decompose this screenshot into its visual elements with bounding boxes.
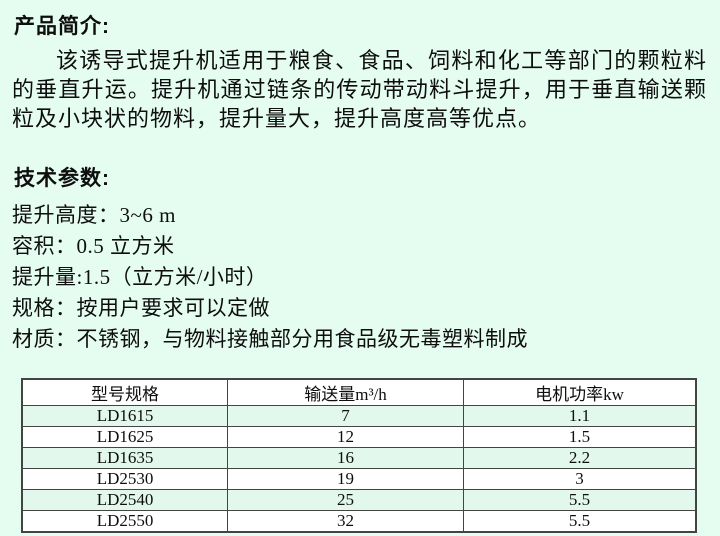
- cell-power: 5.5: [462, 489, 697, 511]
- cell-power: 1.1: [462, 405, 697, 427]
- cell-capacity: 16: [227, 447, 464, 469]
- product-intro-paragraph: 该诱导式提升机适用于粮食、食品、饲料和化工等部门的颗粒料的垂直升运。提升机通过链…: [12, 48, 707, 131]
- cell-capacity: 32: [227, 510, 464, 533]
- product-intro-heading: 产品简介:: [14, 15, 110, 38]
- param-line-lift-rate: 提升量:1.5（立方米/小时）: [12, 265, 268, 289]
- model-spec-table: 型号规格 输送量m³/h 电机功率kw LD1615 7 1.1 LD1625 …: [21, 378, 697, 533]
- table-row: LD2540 25 5.5: [21, 489, 697, 511]
- table-row: LD2550 32 5.5: [21, 510, 697, 533]
- cell-model: LD2540: [21, 489, 229, 511]
- cell-capacity: 12: [227, 426, 464, 448]
- cell-capacity: 19: [227, 468, 464, 490]
- cell-power: 2.2: [462, 447, 697, 469]
- col-header-power: 电机功率kw: [462, 378, 697, 406]
- table-row: LD1625 12 1.5: [21, 426, 697, 448]
- technical-params-list: 提升高度：3~6 m 容积：0.5 立方米 提升量:1.5（立方米/小时） 规格…: [12, 200, 707, 355]
- param-line-lift-height: 提升高度：3~6 m: [12, 203, 176, 227]
- cell-model: LD2530: [21, 468, 229, 490]
- param-line-volume: 容积：0.5 立方米: [12, 234, 175, 258]
- technical-params-heading: 技术参数:: [14, 167, 110, 190]
- col-header-capacity: 输送量m³/h: [227, 378, 464, 406]
- cell-capacity: 7: [227, 405, 464, 427]
- table-row: LD1635 16 2.2: [21, 447, 697, 469]
- table-header-row: 型号规格 输送量m³/h 电机功率kw: [21, 378, 697, 406]
- param-line-material: 材质：不锈钢，与物料接触部分用食品级无毒塑料制成: [12, 327, 528, 351]
- col-header-model: 型号规格: [21, 378, 229, 406]
- cell-model: LD1635: [21, 447, 229, 469]
- cell-capacity: 25: [227, 489, 464, 511]
- param-line-spec: 规格：按用户要求可以定做: [12, 296, 270, 320]
- cell-model: LD2550: [21, 510, 229, 533]
- table-row: LD2530 19 3: [21, 468, 697, 490]
- table-row: LD1615 7 1.1: [21, 405, 697, 427]
- cell-model: LD1615: [21, 405, 229, 427]
- cell-power: 1.5: [462, 426, 697, 448]
- cell-power: 3: [462, 468, 697, 490]
- cell-model: LD1625: [21, 426, 229, 448]
- cell-power: 5.5: [462, 510, 697, 533]
